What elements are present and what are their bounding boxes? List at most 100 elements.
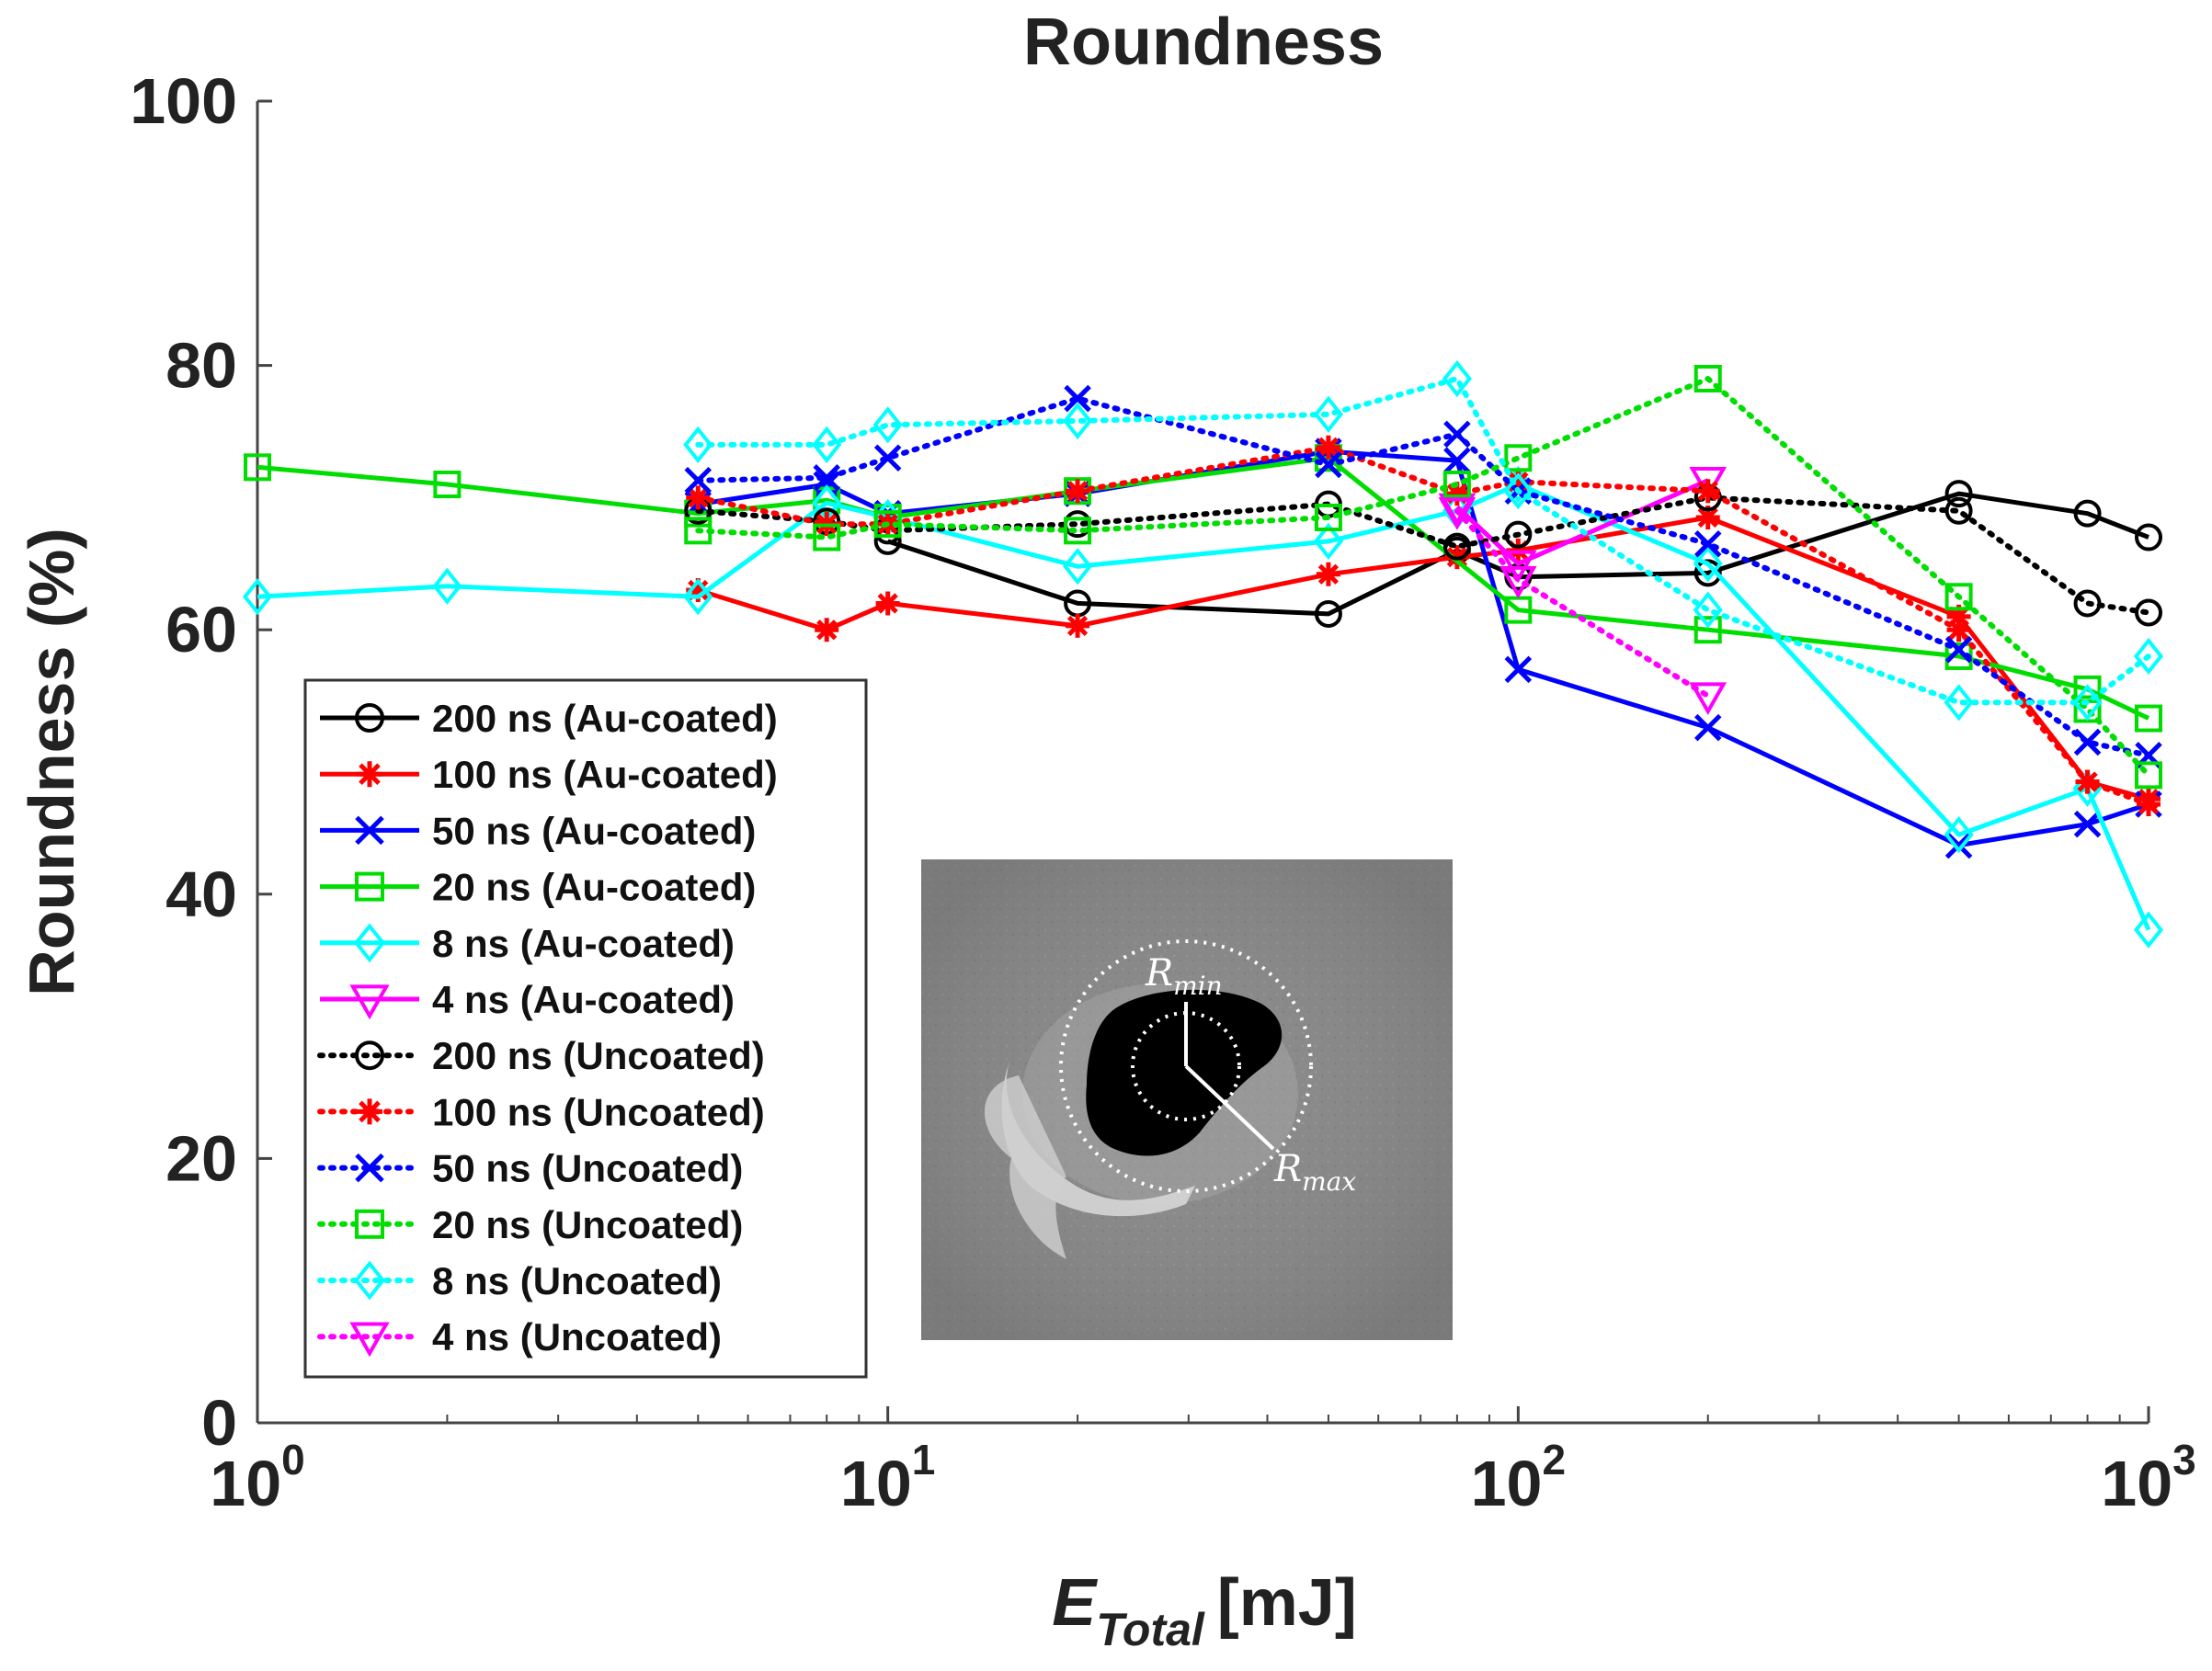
legend-label: 20 ns (Au-coated) (432, 866, 756, 909)
y-tick-label: 80 (165, 330, 237, 402)
x-tick-exp: 1 (912, 1436, 936, 1483)
asterisk-marker (1066, 479, 1090, 504)
diamond-marker (1693, 545, 1723, 583)
square-marker (244, 453, 271, 482)
legend-item: 20 ns (Au-coated) (320, 866, 756, 909)
x-axis-label-sub: Total (1096, 1604, 1205, 1655)
chart-title: Roundness (1023, 6, 1384, 79)
series-9 (684, 364, 2162, 790)
circle-marker (1504, 520, 1533, 549)
x-tick-base: 10 (2101, 1448, 2172, 1519)
rmax-label-sub: max (1302, 1166, 1356, 1197)
circle-marker (1944, 496, 1973, 525)
diamond-marker (812, 426, 842, 463)
asterisk-marker (1695, 505, 1720, 529)
rmax-circle (1059, 939, 1313, 1193)
diamond-marker (1313, 522, 1344, 560)
legend-label: 50 ns (Uncoated) (432, 1147, 743, 1190)
rmin-label: Rmin (1145, 952, 1223, 1001)
y-tick-label: 60 (165, 594, 237, 665)
square-marker (355, 871, 384, 902)
sem-hole (1086, 989, 1283, 1156)
circle-marker (355, 703, 384, 733)
square-marker (1693, 616, 1722, 644)
y-tick-label: 40 (165, 858, 237, 930)
asterisk-marker (686, 578, 711, 603)
asterisk-marker (1695, 479, 1720, 504)
x-marker (873, 444, 902, 472)
asterisk-marker (1316, 562, 1340, 586)
diamond-marker (872, 406, 903, 444)
circle-marker (2135, 523, 2162, 551)
circle-marker (1442, 532, 1471, 561)
square-marker (2135, 761, 2162, 790)
series-line (695, 376, 2151, 779)
legend-item: 4 ns (Au-coated) (320, 978, 735, 1021)
y-axis-ticks: 0 20 40 60 80 100 (130, 65, 272, 1459)
legend-item: 8 ns (Uncoated) (317, 1259, 722, 1302)
legend-item: 20 ns (Uncoated) (317, 1203, 743, 1246)
diamond-marker (2072, 684, 2103, 722)
legend-item: 50 ns (Uncoated) (317, 1147, 743, 1190)
x-marker (1944, 636, 1973, 664)
asterisk-marker (357, 1098, 382, 1125)
x-tick-label: 101 (840, 1436, 935, 1519)
x-marker (1693, 529, 1722, 558)
diamond-marker (683, 426, 713, 463)
asterisk-marker (357, 761, 382, 788)
circle-marker (1314, 599, 1342, 628)
x-axis-label-unit: [mJ] (1217, 1566, 1357, 1640)
x-marker (1443, 420, 1471, 449)
legend-item: 100 ns (Au-coated) (320, 753, 778, 796)
square-marker (1504, 444, 1533, 472)
asterisk-marker (1066, 613, 1090, 638)
asterisk-marker (1444, 482, 1469, 506)
series-1 (686, 505, 2161, 812)
series-line (697, 515, 2149, 801)
triangle-down-marker (1438, 497, 1477, 530)
legend-item: 8 ns (Au-coated) (320, 922, 735, 965)
square-marker (684, 517, 713, 545)
square-marker (1314, 503, 1342, 531)
legend-label: 20 ns (Uncoated) (432, 1203, 743, 1246)
diamond-marker (1503, 472, 1534, 510)
triangle-down-marker (1499, 565, 1537, 599)
square-marker (2135, 704, 2162, 733)
legend-item: 200 ns (Au-coated) (320, 697, 778, 740)
circle-marker (2135, 598, 2162, 627)
square-marker (355, 1209, 384, 1239)
x-tick-exp: 3 (2172, 1436, 2196, 1483)
diamond-marker (1062, 402, 1093, 440)
asterisk-marker (1316, 435, 1340, 460)
x-marker (355, 815, 384, 846)
square-marker (1693, 364, 1722, 392)
asterisk-marker (2137, 792, 2161, 817)
circle-marker (355, 1040, 384, 1071)
x-marker (684, 466, 713, 494)
triangle-down-marker (349, 984, 390, 1020)
legend-box (303, 678, 868, 1379)
square-marker (1944, 583, 1973, 611)
asterisk-marker (2075, 769, 2100, 794)
asterisk-marker (1946, 618, 1971, 642)
legend-label: 100 ns (Au-coated) (432, 753, 778, 796)
square-marker (2073, 695, 2102, 723)
sem-inset-image: Rmin Rmax (921, 859, 1453, 1340)
rmin-label-r: R (1145, 952, 1173, 995)
x-tick-exp: 0 (281, 1436, 305, 1483)
x-marker (1443, 447, 1471, 474)
circle-marker (1944, 480, 1973, 508)
asterisk-marker (815, 618, 839, 642)
x-axis-label: ETotal [mJ] (1052, 1566, 1357, 1655)
legend-label: 8 ns (Au-coated) (432, 922, 735, 965)
x-marker (813, 464, 840, 492)
asterisk-marker (686, 485, 711, 510)
x-marker (1504, 655, 1533, 684)
legend-label: 4 ns (Uncoated) (432, 1315, 722, 1358)
asterisk-marker (1506, 470, 1531, 494)
x-tick-label: 102 (1471, 1436, 1566, 1519)
x-marker (1944, 831, 1973, 859)
y-tick-label: 20 (165, 1122, 237, 1194)
x-tick-base: 10 (210, 1448, 281, 1519)
